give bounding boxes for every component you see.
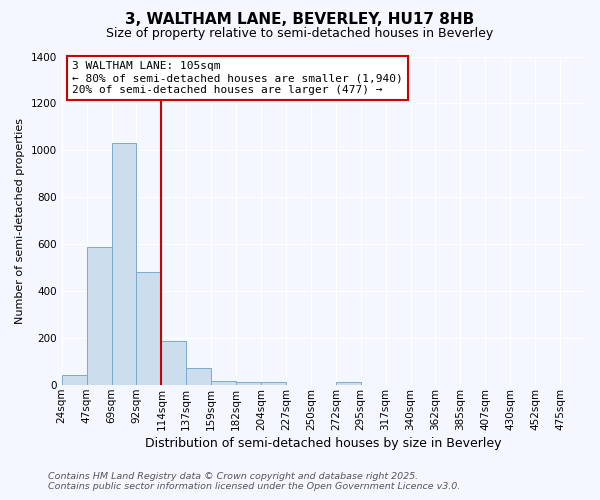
Bar <box>336 382 361 385</box>
Bar <box>261 382 286 385</box>
Y-axis label: Number of semi-detached properties: Number of semi-detached properties <box>15 118 25 324</box>
Text: 3, WALTHAM LANE, BEVERLEY, HU17 8HB: 3, WALTHAM LANE, BEVERLEY, HU17 8HB <box>125 12 475 28</box>
Bar <box>236 382 261 385</box>
Bar <box>62 374 86 385</box>
Text: Contains HM Land Registry data © Crown copyright and database right 2025.
Contai: Contains HM Land Registry data © Crown c… <box>48 472 460 491</box>
Text: Size of property relative to semi-detached houses in Beverley: Size of property relative to semi-detach… <box>106 28 494 40</box>
Bar <box>136 272 161 385</box>
Bar <box>211 381 236 385</box>
X-axis label: Distribution of semi-detached houses by size in Beverley: Distribution of semi-detached houses by … <box>145 437 502 450</box>
Text: 3 WALTHAM LANE: 105sqm
← 80% of semi-detached houses are smaller (1,940)
20% of : 3 WALTHAM LANE: 105sqm ← 80% of semi-det… <box>72 62 403 94</box>
Bar <box>186 368 211 385</box>
Bar <box>112 144 136 385</box>
Bar <box>86 246 112 385</box>
Bar <box>161 340 186 385</box>
